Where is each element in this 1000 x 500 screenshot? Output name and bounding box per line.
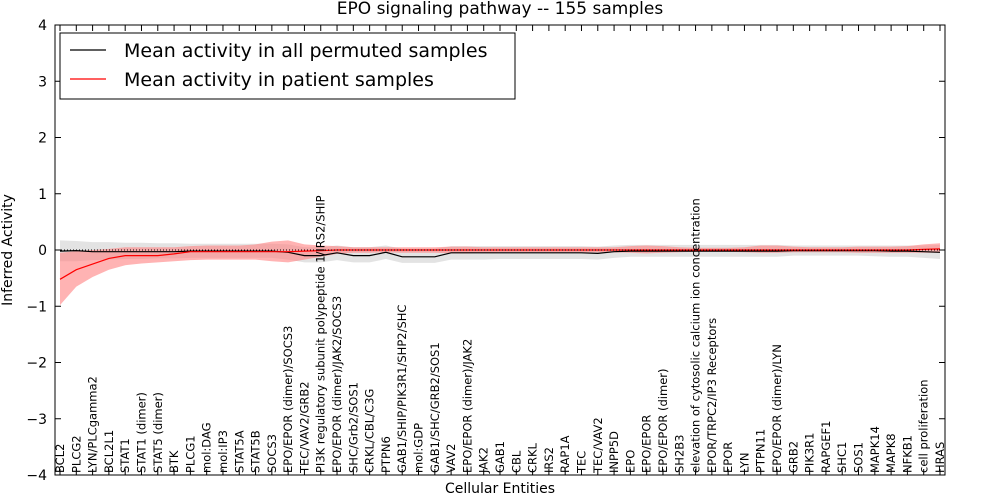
x-tick-label: mol:DAG <box>200 422 214 473</box>
legend-box <box>59 32 516 100</box>
x-tick-label: elevation of cytosolic calcium ion conce… <box>689 198 703 473</box>
x-tick-label: PIK3R1 <box>803 433 817 474</box>
x-tick-label: BTK <box>167 450 181 473</box>
legend-entry-permuted: Mean activity in all permuted samples <box>124 40 487 62</box>
x-tick-label: JAK2 <box>477 447 491 474</box>
x-tick-label: STAT5B <box>249 430 263 473</box>
x-tick-label: GRB2 <box>786 441 800 473</box>
x-tick-label: GAB1/SHIP/PIK3R1/SHP2/SHC <box>395 305 409 473</box>
legend-entry-patient: Mean activity in patient samples <box>124 69 434 91</box>
y-tick-label: 2 <box>38 131 47 147</box>
y-tick-label: −1 <box>26 299 47 315</box>
x-tick-label: SHC/Grb2/SOS1 <box>346 382 360 473</box>
x-ticks: BCL2 PLCG2 LYN/PLCgamma2 BCL2L1 STAT1 STAT1 (… <box>53 25 947 475</box>
chart-title: EPO signaling pathway -- 155 samples <box>337 0 664 19</box>
x-tick-label: STAT1 (dimer) <box>135 392 149 473</box>
x-tick-label: HRAS <box>933 442 947 473</box>
y-ticks: 4 3 2 1 0 −1 −2 −3 −4 <box>26 18 945 484</box>
x-tick-label: mol:GDP <box>412 423 426 473</box>
y-tick-label: 4 <box>38 18 47 34</box>
x-tick-label: SOS1 <box>852 442 866 473</box>
x-tick-label: NFKB1 <box>900 435 914 473</box>
x-tick-label: EPO/EPOR (dimer)/LYN <box>770 344 784 473</box>
x-tick-label: STAT5A <box>232 430 246 473</box>
x-tick-label: LYN/PLCgamma2 <box>86 376 100 473</box>
y-tick-label: −3 <box>26 412 47 428</box>
x-tick-label: GAB1/SHC/GRB2/SOS1 <box>428 342 442 473</box>
x-tick-label: CRKL/CBL/C3G <box>363 389 377 473</box>
x-tick-label: cell proliferation <box>917 379 931 473</box>
x-tick-label: TEC <box>575 451 589 474</box>
x-tick-label: BCL2L1 <box>102 430 116 473</box>
x-tick-label: GAB1 <box>493 441 507 473</box>
y-tick-label: 3 <box>38 74 47 90</box>
x-tick-label: IRS2 <box>542 447 556 473</box>
x-tick-label: PLCG1 <box>183 435 197 473</box>
x-tick-label: CRKL <box>526 442 540 473</box>
x-tick-label: STAT1 <box>118 438 132 473</box>
x-tick-label: PLCG2 <box>69 435 83 473</box>
x-tick-label: SOCS3 <box>265 434 279 473</box>
x-tick-label: CBL <box>509 450 523 473</box>
x-tick-label: EPOR/TRPC2/IP3 Receptors <box>705 318 719 473</box>
x-tick-label: SHC1 <box>835 442 849 473</box>
x-tick-label: EPO <box>623 450 637 473</box>
y-tick-label: 1 <box>38 187 47 203</box>
x-tick-label: PI3K regulatory subunit polypeptide 1/IR… <box>314 195 328 473</box>
x-tick-label: EPO/EPOR (dimer)/SOCS3 <box>281 326 295 473</box>
y-tick-label: −2 <box>26 356 47 372</box>
x-tick-label: EPO/EPOR (dimer)/JAK2 <box>460 339 474 473</box>
x-tick-label: TEC/VAV2 <box>591 417 605 474</box>
x-tick-label: RAP1A <box>558 435 572 473</box>
x-tick-label: PTPN6 <box>379 436 393 473</box>
x-tick-label: mol:IP3 <box>216 430 230 473</box>
band-patient <box>60 240 940 306</box>
x-tick-label: INPP5D <box>607 431 621 473</box>
confidence-bands <box>60 240 940 306</box>
x-tick-label: MAPK14 <box>868 426 882 473</box>
x-tick-label: SH2B3 <box>672 435 686 473</box>
x-tick-label: LYN <box>737 452 751 473</box>
y-tick-label: −4 <box>26 468 47 484</box>
x-tick-label: PTPN11 <box>754 429 768 473</box>
x-axis-label: Cellular Entities <box>445 481 555 497</box>
x-tick-label: VAV2 <box>444 444 458 473</box>
x-tick-label: EPOR <box>721 442 735 473</box>
x-tick-label: BCL2 <box>53 444 67 473</box>
x-tick-label: RAPGEF1 <box>819 421 833 473</box>
x-tick-label: EPO/EPOR <box>640 415 654 473</box>
y-tick-label: 0 <box>38 243 47 259</box>
legend: Mean activity in all permuted samples Me… <box>59 32 516 100</box>
y-axis-label: Inferred Activity <box>0 194 16 306</box>
x-tick-label: MAPK8 <box>884 433 898 473</box>
x-tick-label: EPO/EPOR (dimer) <box>656 369 670 474</box>
x-tick-label: EPO/EPOR (dimer)/JAK2/SOCS3 <box>330 296 344 473</box>
x-tick-label: STAT5 (dimer) <box>151 392 165 473</box>
x-tick-label: TEC/VAV2/GRB2 <box>297 381 311 474</box>
